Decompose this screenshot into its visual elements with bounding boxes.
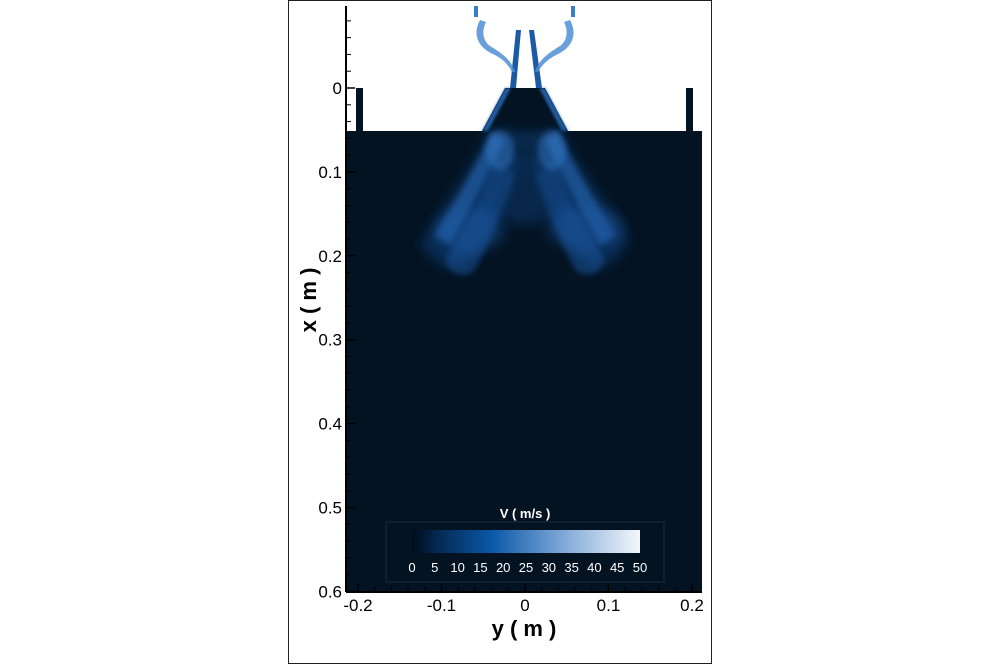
colorbar-title: V ( m/s ) bbox=[500, 506, 551, 521]
nozzle-cone-left-edge bbox=[482, 88, 511, 131]
vertical-tick-label: 0.2 bbox=[318, 247, 342, 266]
colorbar-tick-label: 25 bbox=[519, 560, 533, 575]
horizontal-axis-title: y ( m ) bbox=[492, 616, 557, 641]
colorbar-tick-label: 35 bbox=[564, 560, 578, 575]
inlet-tip-right bbox=[571, 6, 575, 17]
inlet-tip-left bbox=[474, 6, 478, 17]
colorbar-tick-label: 15 bbox=[473, 560, 487, 575]
colorbar-gradient bbox=[412, 530, 640, 553]
horizontal-tick-label: 0.1 bbox=[597, 596, 621, 615]
colorbar-tick-label: 20 bbox=[496, 560, 510, 575]
nozzle-cone-right-edge bbox=[539, 88, 568, 131]
colorbar-tick-label: 0 bbox=[408, 560, 415, 575]
colorbar-tick-label: 30 bbox=[542, 560, 556, 575]
colorbar-tick-label: 40 bbox=[587, 560, 601, 575]
vertical-tick-label: 0.4 bbox=[318, 415, 342, 434]
inlet-left bbox=[510, 30, 521, 88]
swirl-arm-left bbox=[476, 20, 515, 72]
colorbar-tick-label: 45 bbox=[610, 560, 624, 575]
right-wall bbox=[686, 88, 693, 131]
horizontal-tick-label: 0.2 bbox=[680, 596, 704, 615]
horizontal-tick-label: -0.2 bbox=[343, 596, 372, 615]
jet-plume bbox=[420, 130, 630, 276]
colorbar-frame bbox=[385, 521, 665, 583]
horizontal-axis: -0.2 -0.1 0 0.1 0.2 bbox=[343, 583, 704, 615]
vertical-tick-label: 0 bbox=[333, 79, 342, 98]
colorbar-tick-label: 10 bbox=[450, 560, 464, 575]
swirl-arm-right bbox=[535, 20, 574, 72]
vertical-tick-label: 0.6 bbox=[318, 582, 342, 601]
horizontal-tick-label: -0.1 bbox=[427, 596, 456, 615]
vertical-axis-title: x ( m ) bbox=[296, 268, 321, 333]
colorbar-labels: 0 5 10 15 20 25 30 35 40 45 50 bbox=[408, 560, 647, 575]
colorbar-tick-label: 5 bbox=[431, 560, 438, 575]
vertical-axis: 0 0.1 0.2 0.3 0.4 0.5 0.6 bbox=[318, 6, 355, 601]
vertical-tick-label: 0.5 bbox=[318, 499, 342, 518]
vertical-tick-label: 0.1 bbox=[318, 163, 342, 182]
colorbar-tick-label: 50 bbox=[633, 560, 647, 575]
left-wall bbox=[356, 88, 363, 131]
colorbar: V ( m/s ) 0 5 10 15 20 25 30 35 40 45 50 bbox=[385, 506, 665, 583]
vertical-tick-label: 0.3 bbox=[318, 331, 342, 350]
inlet-right bbox=[529, 30, 542, 88]
horizontal-tick-label: 0 bbox=[520, 596, 529, 615]
